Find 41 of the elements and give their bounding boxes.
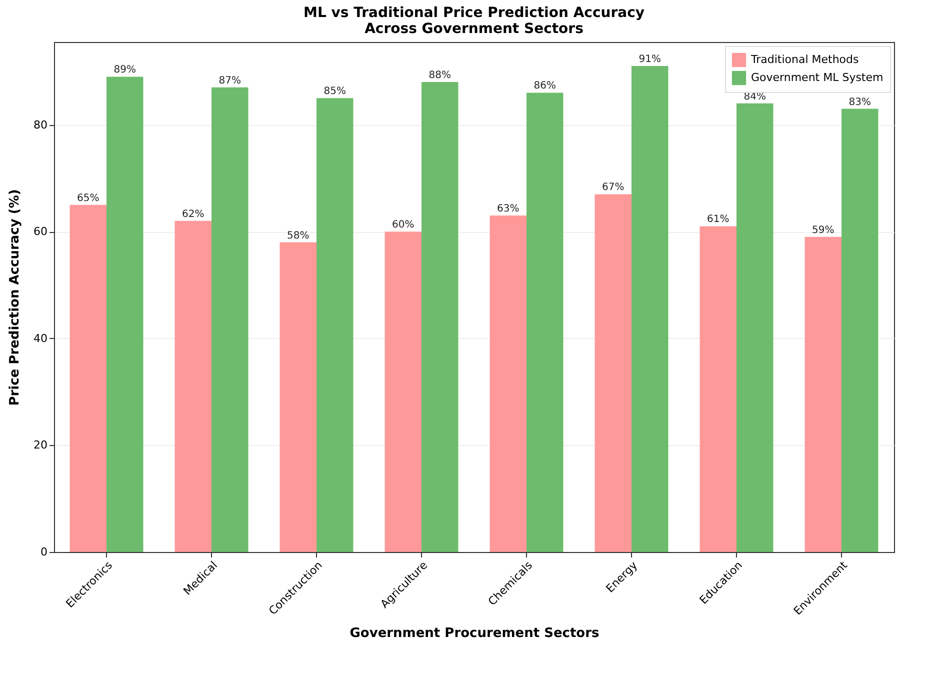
y-tick-label: 0 (40, 546, 48, 558)
y-tick-label: 80 (34, 118, 48, 132)
data-label: 60% (392, 220, 414, 231)
bar (106, 76, 144, 552)
data-label: 86% (534, 80, 556, 92)
bar (280, 242, 316, 552)
y-axis-title: Price Prediction Accuracy (%) (8, 189, 23, 406)
data-label: 62% (182, 208, 204, 220)
bar (70, 204, 106, 552)
bar (174, 220, 212, 552)
bar (842, 108, 878, 552)
data-label: 83% (848, 96, 871, 108)
chart-title: ML vs Traditional Price Prediction Accuracy Across Government Sectors (304, 5, 644, 37)
y-tick-label: 60 (34, 225, 48, 238)
data-label: 59% (812, 224, 834, 236)
data-label: 91% (638, 54, 661, 66)
data-label: 61% (707, 214, 730, 226)
legend-label: Government ML System (751, 71, 884, 84)
data-label: 65% (77, 192, 100, 204)
data-label: 88% (428, 70, 451, 82)
bar (804, 236, 842, 552)
bar (490, 216, 526, 552)
x-axis-title: Government Procurement Sectors (350, 626, 600, 641)
data-label: 87% (218, 75, 241, 86)
bar (212, 87, 248, 552)
data-label: 58% (287, 230, 310, 242)
bar (632, 66, 668, 552)
bar (700, 226, 736, 552)
bar (422, 82, 458, 552)
bar (526, 92, 564, 552)
legend-label: Traditional Methods (750, 53, 860, 66)
bar (384, 232, 422, 552)
data-label: 67% (602, 182, 624, 194)
data-label: 85% (324, 86, 346, 98)
bar (316, 98, 354, 552)
y-tick-label: 40 (34, 332, 48, 345)
data-label: 89% (114, 64, 136, 76)
bar (594, 194, 632, 552)
y-tick-label: 20 (34, 438, 48, 452)
data-label: 63% (497, 204, 520, 215)
bar (736, 103, 774, 552)
